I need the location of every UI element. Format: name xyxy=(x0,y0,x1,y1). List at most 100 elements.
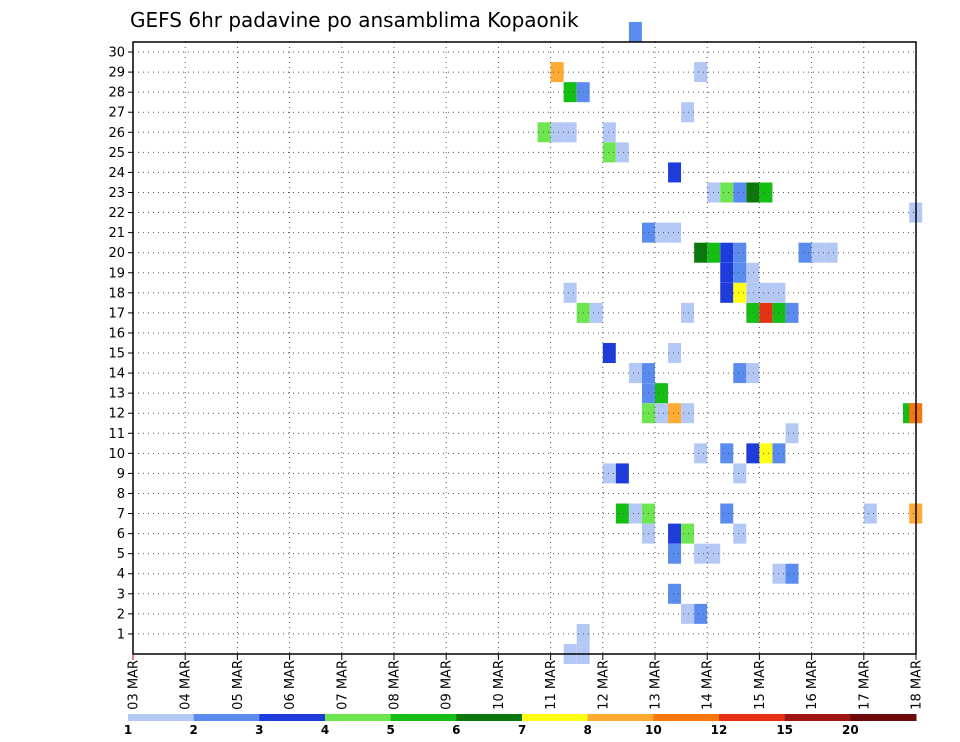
heatmap-cell xyxy=(615,142,629,163)
y-tick-label: 29 xyxy=(108,66,125,81)
heatmap-cell xyxy=(759,302,773,323)
colorbar-label: 2 xyxy=(189,723,197,737)
heatmap-cell xyxy=(720,443,734,464)
heatmap-cell xyxy=(550,122,564,143)
colorbar-label: 15 xyxy=(776,723,793,737)
heatmap-cell xyxy=(785,563,799,584)
x-tick-label: 17 MAR xyxy=(857,660,872,710)
x-tick-label: 12 MAR xyxy=(596,660,611,710)
y-tick-label: 18 xyxy=(108,286,125,301)
colorbar-swatch xyxy=(784,714,851,721)
y-tick-label: 15 xyxy=(108,347,125,362)
colorbar-label: 5 xyxy=(386,723,394,737)
heatmap-cell xyxy=(746,302,760,323)
heatmap-cell xyxy=(746,443,760,464)
heatmap-cell xyxy=(863,503,877,524)
y-axis-ticks: 1234567891011121314151617181920212223242… xyxy=(108,46,133,642)
colorbar-swatch xyxy=(456,714,523,721)
y-tick-label: 12 xyxy=(108,407,125,422)
heatmap-cell xyxy=(694,543,708,564)
colorbar-swatch xyxy=(719,714,786,721)
heatmap-cell xyxy=(602,142,616,163)
heatmap-cell xyxy=(733,363,747,384)
heatmap-cell xyxy=(563,82,577,103)
heatmap-cell xyxy=(785,423,799,444)
y-tick-label: 10 xyxy=(108,447,125,462)
heatmap-cell xyxy=(537,122,551,143)
y-tick-label: 9 xyxy=(117,467,125,482)
heatmap-cell xyxy=(628,21,642,42)
colorbar-swatch xyxy=(850,714,917,721)
heatmap-cell xyxy=(655,222,668,243)
heatmap-cell xyxy=(628,363,642,384)
x-tick-label: 03 MAR xyxy=(127,660,142,710)
colorbar-label: 8 xyxy=(583,723,591,737)
heatmap-cell xyxy=(668,403,682,424)
x-tick-label: 08 MAR xyxy=(388,660,403,710)
y-tick-label: 3 xyxy=(117,587,125,602)
y-tick-label: 16 xyxy=(108,326,125,341)
x-tick-label: 15 MAR xyxy=(753,660,768,710)
heatmap-cell xyxy=(746,182,760,203)
heatmap-cell xyxy=(733,262,747,283)
heatmap-cell xyxy=(824,242,838,263)
y-tick-label: 2 xyxy=(117,607,125,622)
heatmap-cell xyxy=(668,343,682,364)
heatmap-cells xyxy=(537,21,923,664)
heatmap-cell xyxy=(628,503,642,524)
heatmap-cell xyxy=(589,302,603,323)
x-tick-label: 13 MAR xyxy=(649,660,664,710)
colorbar-label: 12 xyxy=(711,723,728,737)
heatmap-cell xyxy=(681,403,695,424)
colorbar-swatch xyxy=(193,714,260,721)
heatmap-cell xyxy=(733,182,747,203)
heatmap-cell xyxy=(733,463,747,484)
y-tick-label: 19 xyxy=(108,266,125,281)
x-tick-label: 11 MAR xyxy=(544,660,559,710)
y-tick-label: 25 xyxy=(108,146,125,161)
heatmap-cell xyxy=(733,282,747,303)
heatmap-cell xyxy=(668,222,682,243)
y-tick-label: 13 xyxy=(108,387,125,402)
y-tick-label: 11 xyxy=(108,427,125,442)
plot-frame xyxy=(132,41,917,655)
heatmap-cell xyxy=(602,343,616,364)
heatmap-cell xyxy=(759,443,773,464)
colorbar-swatch xyxy=(390,714,457,721)
y-tick-label: 30 xyxy=(108,46,125,61)
grid-lines xyxy=(133,42,916,654)
y-tick-label: 26 xyxy=(108,126,125,141)
heatmap-cell xyxy=(694,443,708,464)
colorbar-swatch xyxy=(259,714,326,721)
heatmap-cell xyxy=(798,242,812,263)
heatmap-cell xyxy=(563,122,577,143)
heatmap-cell xyxy=(720,242,734,263)
heatmap-cell xyxy=(746,363,760,384)
heatmap-cell xyxy=(602,463,616,484)
heatmap-cell xyxy=(668,583,682,604)
heatmap-cell xyxy=(602,122,616,143)
heatmap-cell xyxy=(720,262,734,283)
heatmap-cell xyxy=(668,543,682,564)
heatmap-cell xyxy=(655,383,668,404)
y-tick-label: 24 xyxy=(108,166,125,181)
y-tick-label: 1 xyxy=(117,627,125,642)
colorbar-swatch xyxy=(653,714,720,721)
y-tick-label: 27 xyxy=(108,106,125,121)
heatmap-cell xyxy=(681,603,695,624)
heatmap-cell xyxy=(759,182,773,203)
x-tick-label: 16 MAR xyxy=(805,660,820,710)
colorbar-label: 4 xyxy=(321,723,329,737)
x-tick-label: 05 MAR xyxy=(231,660,246,710)
x-tick-label: 04 MAR xyxy=(179,660,194,710)
heatmap-cell xyxy=(668,162,682,183)
chart-title: GEFS 6hr padavine po ansamblima Kopaonik xyxy=(130,8,579,32)
heatmap-cell xyxy=(681,302,695,323)
heatmap-cell xyxy=(681,523,695,544)
heatmap-cell xyxy=(759,282,773,303)
x-tick-label: 14 MAR xyxy=(701,660,716,710)
y-tick-label: 17 xyxy=(108,306,125,321)
colorbar-label: 7 xyxy=(518,723,526,737)
heatmap-cell xyxy=(694,242,708,263)
heatmap-cell xyxy=(785,302,799,323)
